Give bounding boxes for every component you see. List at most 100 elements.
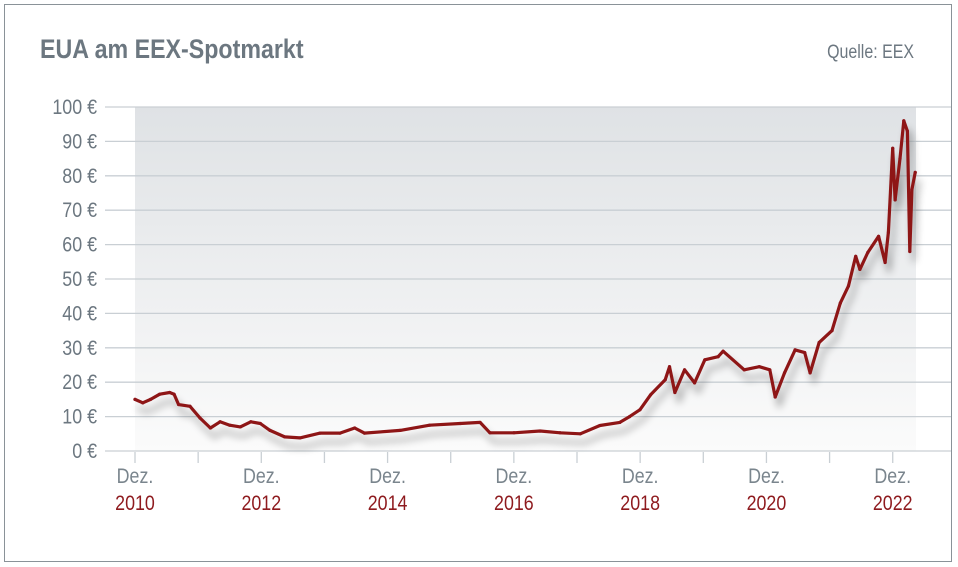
data-point: [838, 301, 842, 305]
data-point: [908, 249, 912, 254]
data-point: [854, 254, 858, 258]
data-point: [910, 187, 914, 192]
data-point: [188, 404, 192, 408]
x-tick-month: Dez.: [243, 465, 280, 489]
data-point: [478, 420, 482, 425]
data-point: [808, 371, 812, 375]
data-point: [768, 368, 772, 372]
data-point: [673, 390, 677, 395]
price-line-series: [133, 119, 917, 440]
chart-source: Quelle: EEX: [827, 41, 914, 63]
data-point: [898, 157, 902, 161]
data-point: [866, 250, 870, 255]
y-tick-label: 30 €: [62, 336, 97, 360]
x-axis: Dez. 2010 Dez. 2012 Dez. 2014 Dez. 2016 Dez. 2018…: [115, 452, 913, 516]
data-point: [598, 423, 602, 428]
data-point: [876, 234, 881, 238]
data-point: [667, 365, 672, 369]
data-point: [258, 421, 262, 426]
gridlines: [105, 106, 951, 452]
data-point: [905, 129, 910, 133]
data-point: [218, 420, 222, 424]
data-points: [133, 119, 917, 440]
data-point: [133, 397, 137, 401]
data-point: [172, 392, 176, 396]
x-tick-month: Dez.: [622, 465, 659, 489]
data-point: [362, 431, 367, 435]
x-tick-month: Dez.: [496, 465, 533, 489]
data-point: [176, 402, 181, 407]
data-point: [158, 392, 162, 396]
data-point: [238, 425, 242, 429]
data-point: [846, 284, 851, 288]
data-point: [338, 431, 342, 435]
data-point: [458, 421, 462, 426]
data-point: [398, 428, 402, 432]
x-tick-month: Dez.: [748, 465, 785, 489]
y-tick-label: 60 €: [62, 233, 97, 257]
data-point: [628, 415, 632, 419]
data-point: [228, 423, 232, 427]
data-point: [198, 416, 202, 420]
y-tick-label: 50 €: [62, 268, 97, 292]
data-point: [648, 393, 653, 397]
data-point: [803, 351, 807, 355]
x-tick-month: Dez.: [369, 465, 406, 489]
y-tick-label: 70 €: [62, 199, 97, 223]
data-point: [757, 365, 761, 369]
x-tick-year: 2012: [241, 492, 281, 516]
y-tick-label: 80 €: [62, 164, 97, 188]
data-point: [208, 426, 212, 430]
data-point: [141, 401, 145, 405]
data-point: [742, 368, 746, 372]
data-point: [427, 423, 432, 427]
x-tick-month: Dez.: [117, 465, 154, 489]
data-point: [268, 428, 272, 432]
x-tick-month: Dez.: [874, 465, 911, 489]
data-point: [886, 230, 891, 234]
y-tick-label: 40 €: [62, 302, 97, 326]
data-point: [858, 267, 862, 271]
x-tick-year: 2018: [620, 492, 660, 516]
data-point: [318, 431, 322, 435]
chart-title: EUA am EEX-Spotmarkt: [40, 34, 304, 64]
data-point: [721, 349, 725, 353]
data-point: [893, 198, 897, 202]
data-point: [902, 119, 906, 123]
data-point: [693, 381, 697, 385]
x-tick-year: 2016: [494, 492, 534, 516]
data-point: [638, 408, 642, 412]
data-point: [793, 348, 797, 352]
y-tick-label: 20 €: [62, 371, 97, 395]
data-point: [249, 420, 253, 424]
y-tick-label: 90 €: [62, 130, 97, 154]
data-point: [913, 170, 917, 174]
data-point: [353, 426, 357, 430]
x-tick-year: 2010: [115, 492, 155, 516]
data-point: [578, 432, 582, 436]
data-point: [283, 435, 287, 439]
data-point: [883, 260, 887, 265]
data-point: [782, 371, 787, 375]
data-point: [716, 355, 720, 359]
data-point: [618, 420, 622, 425]
y-axis-labels: 0 € 10 € 20 € 30 € 40 € 50 € 60 € 70 € 80 € 90 € 1…: [52, 96, 97, 464]
y-tick-label: 0 €: [72, 440, 97, 464]
data-point: [817, 341, 821, 345]
data-point: [703, 358, 707, 362]
data-point: [558, 431, 562, 435]
data-point: [773, 395, 777, 399]
data-point: [298, 436, 302, 440]
data-point: [168, 390, 172, 395]
data-point: [538, 429, 542, 433]
x-tick-year: 2014: [368, 492, 408, 516]
data-point: [663, 378, 667, 382]
data-point: [512, 431, 516, 435]
data-point: [488, 431, 492, 435]
x-tick-year: 2022: [873, 492, 913, 516]
x-tick-year: 2020: [747, 492, 787, 516]
data-point: [148, 397, 153, 401]
data-point: [830, 329, 834, 333]
data-point: [682, 368, 687, 372]
